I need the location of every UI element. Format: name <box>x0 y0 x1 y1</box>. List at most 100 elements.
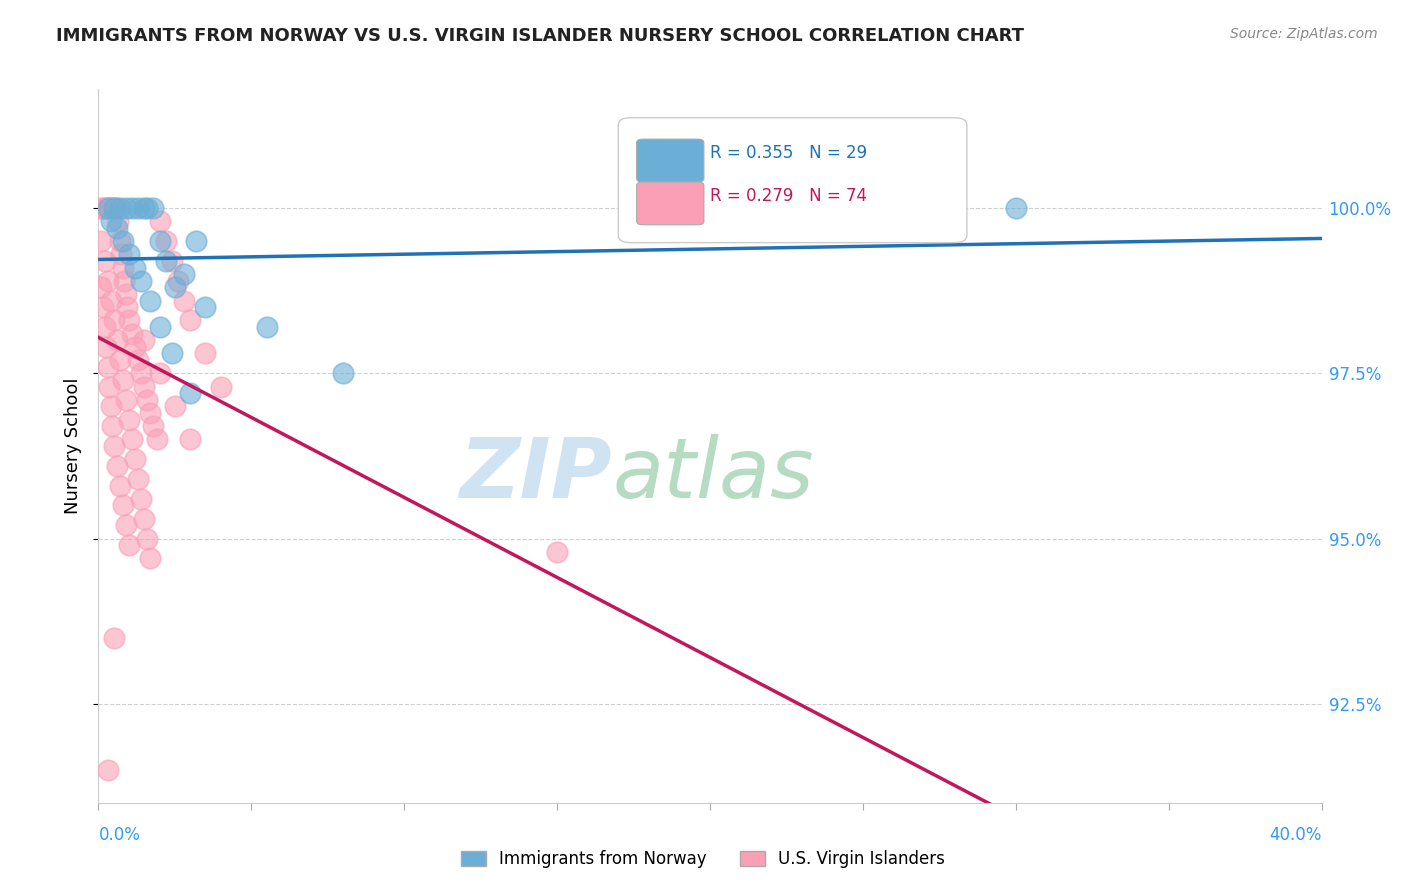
Point <box>173 267 195 281</box>
Point <box>142 419 165 434</box>
Text: ZIP: ZIP <box>460 434 612 515</box>
Point <box>194 300 217 314</box>
Point <box>124 452 146 467</box>
Point <box>179 386 201 401</box>
Point <box>108 353 131 368</box>
Point <box>127 353 149 368</box>
Point <box>167 274 190 288</box>
Point <box>115 287 138 301</box>
FancyBboxPatch shape <box>637 182 704 225</box>
Point <box>163 400 186 414</box>
Text: IMMIGRANTS FROM NORWAY VS U.S. VIRGIN ISLANDER NURSERY SCHOOL CORRELATION CHART: IMMIGRANTS FROM NORWAY VS U.S. VIRGIN IS… <box>56 27 1024 45</box>
Point <box>105 333 128 347</box>
Point <box>115 392 138 407</box>
Point <box>129 491 152 506</box>
Point <box>115 201 138 215</box>
Point <box>111 234 134 248</box>
Point <box>149 367 172 381</box>
Point <box>117 300 139 314</box>
Point <box>139 293 162 308</box>
Point <box>101 201 124 215</box>
Point <box>127 472 149 486</box>
Point <box>139 406 162 420</box>
Point <box>97 763 120 777</box>
Legend: Immigrants from Norway, U.S. Virgin Islanders: Immigrants from Norway, U.S. Virgin Isla… <box>454 844 952 875</box>
Point <box>105 201 128 215</box>
Point <box>105 221 128 235</box>
Point <box>118 247 141 261</box>
Point <box>134 511 156 525</box>
Point <box>155 234 177 248</box>
Point <box>179 433 201 447</box>
Point <box>121 433 143 447</box>
Point <box>97 201 120 215</box>
Point <box>149 320 172 334</box>
Point <box>149 234 172 248</box>
Point <box>111 260 134 275</box>
Point <box>97 359 120 374</box>
Point <box>108 201 131 215</box>
Point <box>90 201 112 215</box>
Point <box>93 320 115 334</box>
Point <box>160 254 183 268</box>
Point <box>121 326 143 341</box>
Point <box>173 293 195 308</box>
Point <box>97 201 120 215</box>
Point <box>124 260 146 275</box>
Point <box>256 320 278 334</box>
FancyBboxPatch shape <box>619 118 967 243</box>
Point <box>103 201 125 215</box>
Point <box>110 247 132 261</box>
Point <box>98 201 121 215</box>
Text: R = 0.355   N = 29: R = 0.355 N = 29 <box>710 145 868 162</box>
Point <box>136 532 159 546</box>
Point <box>186 234 208 248</box>
Point <box>94 201 117 215</box>
Point <box>142 201 165 215</box>
Point <box>111 373 134 387</box>
Point <box>93 254 115 268</box>
Point <box>118 538 141 552</box>
Point <box>136 201 159 215</box>
Point <box>194 346 217 360</box>
Point <box>90 234 112 248</box>
Point <box>100 214 122 228</box>
Point <box>155 254 177 268</box>
Point <box>699 201 721 215</box>
Point <box>127 201 149 215</box>
Point <box>139 551 162 566</box>
Text: atlas: atlas <box>612 434 814 515</box>
Point <box>103 631 125 645</box>
Point <box>97 274 120 288</box>
Point <box>163 280 186 294</box>
Text: R = 0.279   N = 74: R = 0.279 N = 74 <box>710 187 868 205</box>
Point <box>103 439 125 453</box>
Point <box>103 313 125 327</box>
Point <box>121 201 143 215</box>
Point <box>209 379 232 393</box>
Point <box>118 313 141 327</box>
Point <box>101 419 124 434</box>
FancyBboxPatch shape <box>637 139 704 182</box>
Point <box>115 518 138 533</box>
Point <box>100 293 122 308</box>
Point <box>129 367 152 381</box>
Point <box>104 201 127 215</box>
Point <box>107 214 129 228</box>
Point <box>100 400 122 414</box>
Point <box>98 379 121 393</box>
Text: 0.0%: 0.0% <box>98 826 141 844</box>
Point <box>145 433 167 447</box>
Point <box>111 499 134 513</box>
Point <box>90 280 112 294</box>
Point <box>149 214 172 228</box>
Point <box>94 340 117 354</box>
Point <box>112 274 135 288</box>
Point <box>134 201 156 215</box>
Point <box>134 379 156 393</box>
Point <box>124 340 146 354</box>
Point <box>179 313 201 327</box>
Point <box>108 234 131 248</box>
Point <box>160 346 183 360</box>
Text: Source: ZipAtlas.com: Source: ZipAtlas.com <box>1230 27 1378 41</box>
